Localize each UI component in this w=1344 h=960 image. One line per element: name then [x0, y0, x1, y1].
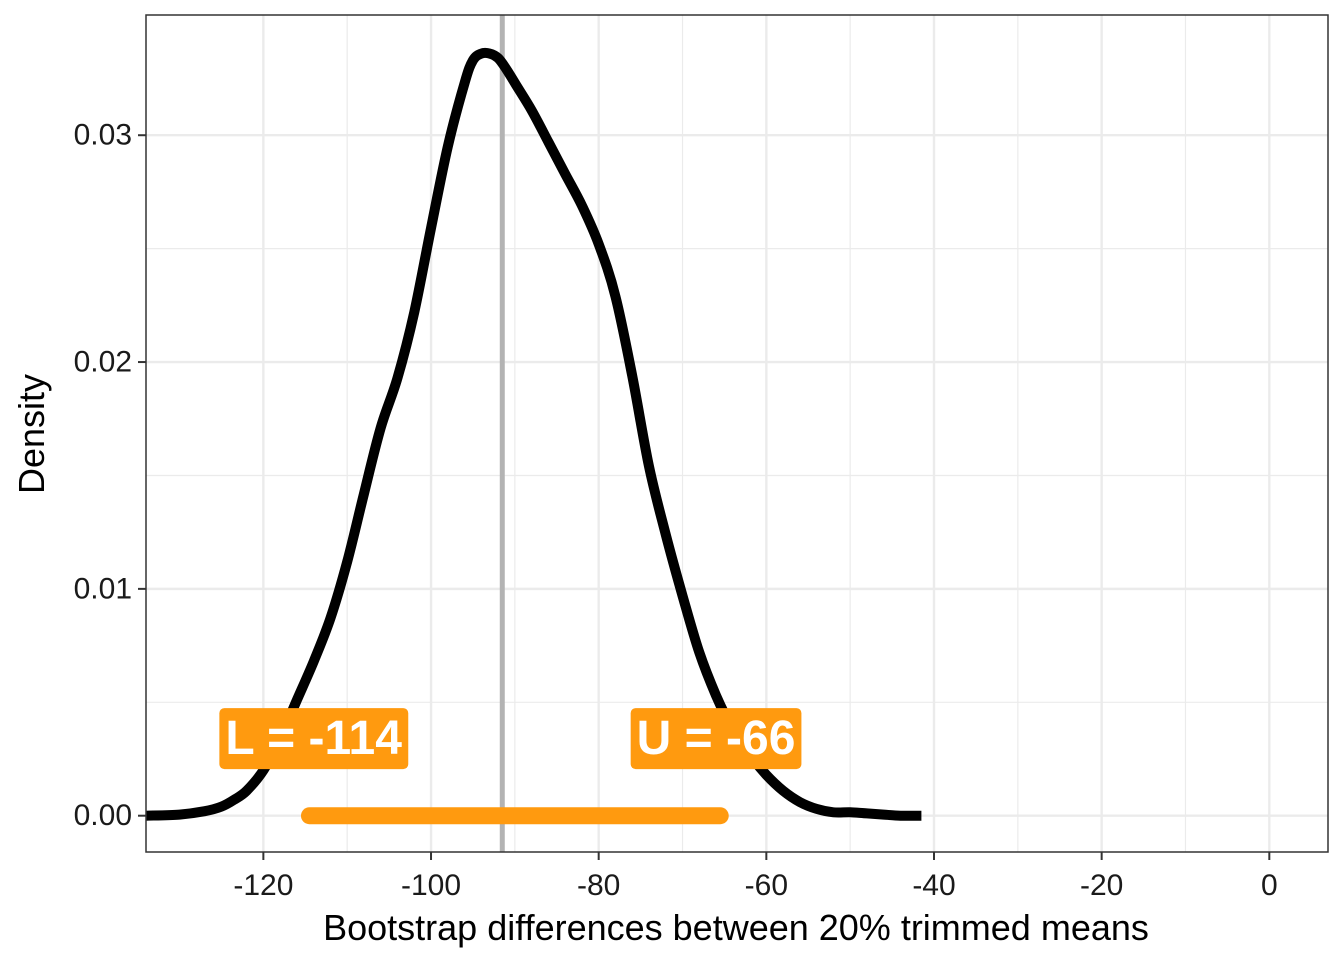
upper-bound-label: U = -66	[630, 708, 802, 770]
lower-bound-label: L = -114	[219, 708, 409, 770]
y-tick-label: 0.03	[74, 119, 132, 152]
y-tick-label: 0.00	[74, 799, 132, 832]
x-tick-label: -100	[401, 869, 461, 902]
grid-lines	[146, 15, 1328, 852]
x-tick-label: -40	[912, 869, 955, 902]
y-axis-title: Density	[11, 374, 52, 494]
axes: -120 -100 -80 -60 -40 -20 0 0.00 0.01 0.02 0.03	[74, 119, 1278, 902]
x-tick-label: -20	[1080, 869, 1123, 902]
upper-bound-text: U = -66	[637, 712, 796, 765]
x-tick-label: -80	[577, 869, 620, 902]
density-curve-layer	[145, 47, 922, 821]
density-curve	[145, 47, 922, 821]
x-tick-label: -120	[233, 869, 293, 902]
upper-bound-label-box	[630, 708, 802, 770]
confidence-interval-layer: L = -114 U = -66	[219, 708, 802, 825]
y-tick-label: 0.02	[74, 346, 132, 379]
x-tick-label: -60	[745, 869, 788, 902]
x-tick-label: 0	[1261, 869, 1278, 902]
x-axis-title: Bootstrap differences between 20% trimme…	[323, 907, 1149, 948]
y-tick-label: 0.01	[74, 572, 132, 605]
lower-bound-label-box	[219, 708, 409, 770]
panel-border	[145, 14, 1329, 853]
lower-bound-text: L = -114	[225, 712, 402, 765]
